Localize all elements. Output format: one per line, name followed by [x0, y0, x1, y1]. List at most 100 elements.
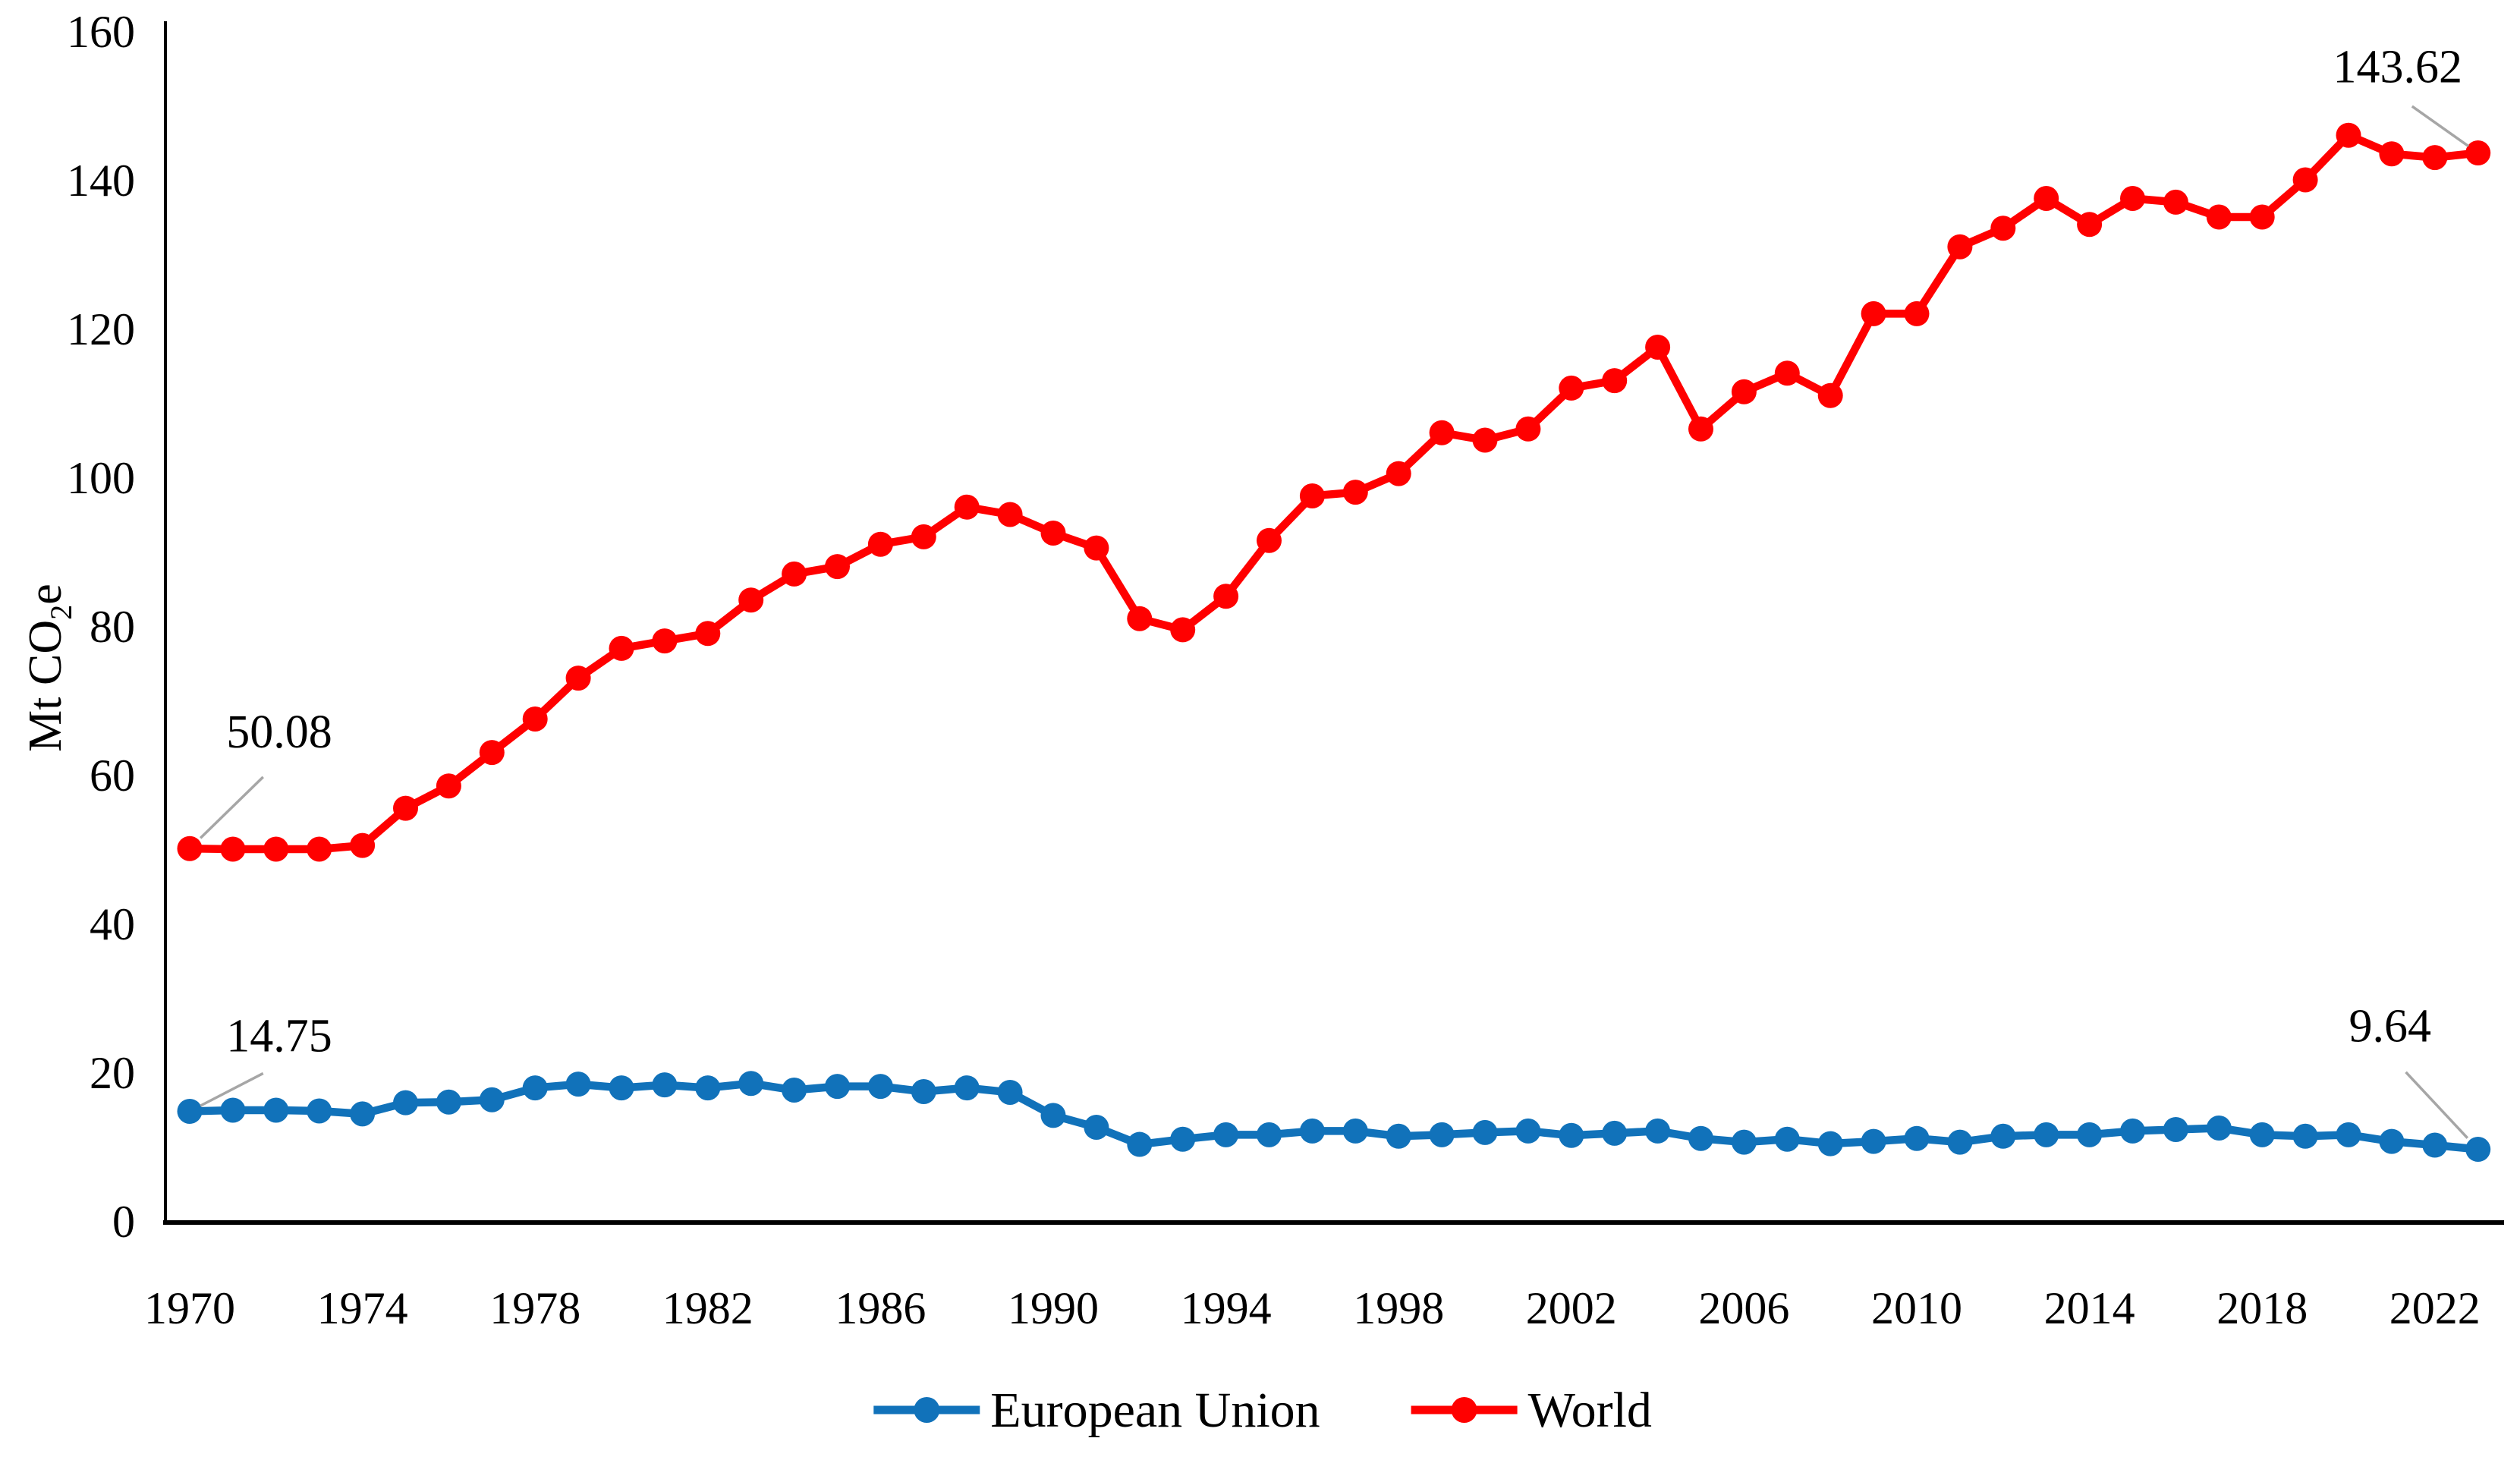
european-union-marker — [1299, 1118, 1325, 1144]
x-tick-label: 2014 — [2044, 1283, 2135, 1333]
world-marker — [2077, 212, 2103, 238]
world-marker — [1472, 427, 1498, 453]
x-tick-label: 2022 — [2389, 1283, 2481, 1333]
european-union-marker — [565, 1072, 591, 1097]
world-marker — [479, 740, 505, 766]
world-marker — [522, 706, 548, 732]
european-union-marker — [2465, 1137, 2491, 1163]
world-marker — [2120, 186, 2145, 211]
world-marker — [1084, 535, 1109, 561]
world-marker — [825, 554, 850, 580]
world-marker — [1688, 416, 1713, 442]
european-union-marker — [2120, 1118, 2145, 1144]
y-tick-label: 100 — [67, 453, 135, 503]
world-marker — [350, 832, 376, 858]
european-union-marker — [1213, 1122, 1239, 1147]
world-data-label: 143.62 — [2333, 42, 2462, 93]
european-union-marker — [1817, 1131, 1843, 1156]
world-marker — [436, 773, 461, 799]
european-union-marker — [954, 1075, 980, 1101]
european-union-marker — [1040, 1103, 1066, 1128]
european-union-marker — [1602, 1120, 1628, 1146]
european-union-marker — [2379, 1128, 2405, 1154]
world-marker — [1817, 382, 1843, 408]
world-marker — [2163, 189, 2188, 215]
world-marker — [2422, 145, 2448, 171]
european-union-marker — [1990, 1123, 2016, 1149]
european-union-legend-label: European Union — [990, 1383, 1320, 1438]
european-union-marker — [1861, 1128, 1886, 1154]
y-tick-label: 160 — [67, 7, 135, 57]
world-marker — [954, 494, 980, 520]
y-tick-label: 140 — [67, 156, 135, 206]
world-marker — [867, 531, 893, 557]
data-label-leader-line — [2405, 1071, 2469, 1139]
world-marker — [1170, 617, 1196, 643]
european-union-marker — [2336, 1122, 2361, 1147]
world-marker — [2336, 122, 2361, 148]
world-marker — [1127, 606, 1153, 631]
world-marker — [1342, 480, 1368, 505]
european-union-marker — [307, 1098, 332, 1124]
world-marker — [220, 836, 246, 862]
x-tick-label: 2006 — [1698, 1283, 1789, 1333]
world-marker — [1947, 234, 1973, 260]
world-marker — [1990, 216, 2016, 241]
world-marker — [782, 561, 807, 587]
x-tick-label: 1970 — [144, 1283, 235, 1333]
data-label-leader-line — [2411, 105, 2469, 147]
european-union-data-label: 9.64 — [2349, 1001, 2431, 1053]
european-union-marker — [177, 1098, 203, 1124]
european-union-marker — [1170, 1126, 1196, 1152]
european-union-marker — [350, 1101, 376, 1127]
world-marker — [565, 666, 591, 691]
european-union-marker — [1386, 1123, 1411, 1149]
world-marker — [1386, 461, 1411, 486]
legend-item-european-union: European Union — [873, 1383, 1320, 1438]
world-marker — [1257, 527, 1282, 553]
y-tick-label: 40 — [90, 899, 135, 949]
european-union-marker — [522, 1075, 548, 1101]
x-tick-label: 1974 — [317, 1283, 408, 1333]
world-marker — [2465, 140, 2491, 166]
european-union-marker — [263, 1097, 289, 1123]
legend: European Union World — [873, 1383, 1652, 1438]
european-union-marker — [220, 1097, 246, 1123]
world-legend-marker — [1451, 1397, 1477, 1423]
european-union-marker — [1904, 1125, 1930, 1151]
y-tick-label: 0 — [112, 1197, 135, 1247]
legend-item-world: World — [1411, 1383, 1652, 1438]
world-marker — [609, 635, 634, 661]
world-marker — [1429, 420, 1455, 445]
european-union-marker — [2163, 1116, 2188, 1142]
x-tick-label: 1982 — [662, 1283, 753, 1333]
european-union-marker — [1257, 1122, 1282, 1147]
world-data-label: 50.08 — [226, 706, 332, 758]
european-union-marker — [1731, 1129, 1757, 1155]
x-tick-label: 1998 — [1353, 1283, 1444, 1333]
world-marker — [695, 621, 721, 647]
european-union-marker — [479, 1087, 505, 1112]
european-union-marker — [2292, 1123, 2318, 1149]
world-marker — [1861, 301, 1886, 326]
x-tick-label: 2018 — [2216, 1283, 2308, 1333]
european-union-marker — [1515, 1118, 1541, 1144]
european-union-marker — [652, 1072, 678, 1098]
european-union-marker — [2206, 1116, 2232, 1141]
world-marker — [2206, 204, 2232, 230]
european-union-marker — [393, 1090, 418, 1116]
world-marker — [393, 795, 418, 821]
european-union-marker — [738, 1071, 764, 1097]
european-union-marker — [867, 1074, 893, 1100]
y-tick-label: 20 — [90, 1048, 135, 1098]
european-union-marker — [609, 1075, 634, 1101]
data-label-leader-line — [199, 776, 264, 839]
european-union-marker — [2422, 1132, 2448, 1158]
european-union-marker — [1084, 1115, 1109, 1141]
world-marker — [1559, 375, 1584, 401]
european-union-marker — [825, 1074, 850, 1100]
european-union-marker — [1127, 1131, 1153, 1157]
world-marker — [1774, 360, 1800, 386]
world-marker — [1515, 416, 1541, 442]
